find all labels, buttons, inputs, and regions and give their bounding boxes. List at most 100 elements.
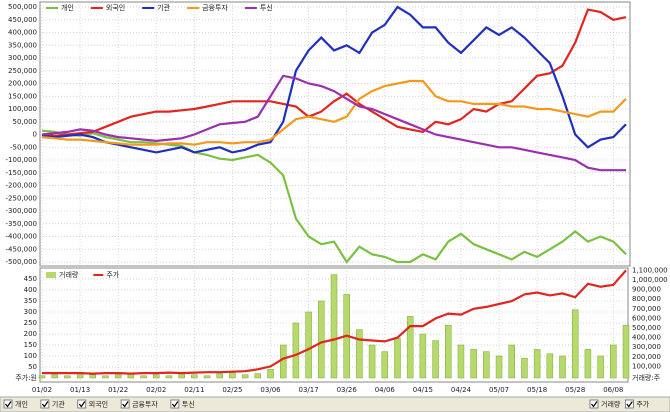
y-tick-label: 50 [28,363,37,371]
y-tick-label: -350,000 [6,220,37,228]
checkbox-label[interactable]: 금융투자 [132,400,158,409]
y-tick-label: 100 [24,352,37,360]
y-tick-label: 250,000 [8,67,37,75]
y-tick-label: 350,000 [8,41,37,49]
x-tick-label: 02/11 [184,386,204,394]
volume-bar [495,355,503,379]
checkmark [5,401,12,408]
volume-bar [191,374,198,379]
volume-bar [356,329,363,379]
x-tick-label: 05/18 [527,386,547,394]
x-tick-label: 03/06 [260,386,281,394]
x-tick-label: 01/22 [108,386,128,394]
x-tick-label: 03/17 [299,386,319,394]
series-line [41,8,627,137]
volume-bar [38,375,46,379]
checkbox-label[interactable]: 주가 [636,400,649,409]
legend-swatch [46,272,56,278]
checkbox[interactable] [40,399,50,409]
y-tick-label: 450,000 [8,16,37,24]
checkbox[interactable] [3,399,13,409]
series-line [41,74,626,172]
checkbox-label[interactable]: 외국인 [89,400,108,409]
checkmark [41,401,49,408]
y-tick-label: -50,000 [10,143,37,151]
series-line [41,79,627,146]
volume-bar [445,324,452,379]
legend-label: 외국인 [106,3,125,12]
volume-bar [368,344,376,379]
checkmark [78,401,86,408]
x-tick-label: 02/02 [146,386,166,394]
volume-bar [140,375,147,379]
volume-bar [216,373,223,379]
y-tick-label: 150 [24,341,37,349]
checkbox[interactable] [589,399,599,409]
y2-tick-label: 600,000 [632,314,661,322]
y-tick-label: -100,000 [6,156,37,164]
checkbox-label[interactable]: 투신 [182,400,195,409]
volume-bar [330,274,338,379]
y-tick-label: 400 [24,286,37,294]
y2-tick-label: 400,000 [632,334,661,342]
volume-bar [178,373,185,379]
series-line [41,5,627,154]
volume-bar [394,338,401,379]
y-tick-label: -250,000 [6,194,37,202]
checkbox-label[interactable]: 기관 [52,400,65,409]
volume-bar [279,344,287,379]
volume-bar [267,368,274,379]
checkbox[interactable] [170,399,180,409]
checkbox[interactable] [624,399,634,409]
checkbox[interactable] [77,399,87,409]
y2-tick-label: 1,000,000 [632,276,668,284]
price-line [42,269,627,375]
volume-bar [470,349,477,379]
y-tick-label: 0 [33,131,37,139]
checkmark [122,401,129,408]
volume-bar [64,375,71,379]
volume-bar [533,349,541,379]
y-tick-label: -500,000 [6,258,37,266]
volume-bar [89,374,97,379]
x-tick-label: 03/26 [337,386,358,394]
checkmark [171,401,179,408]
y-tick-label: 150,000 [8,92,37,100]
y-tick-label: -200,000 [6,182,37,190]
legend-label: 금융투자 [202,3,228,12]
y2-axis-label: 거래량:주 [632,373,661,382]
volume-bar [102,375,109,379]
footer-bar [0,396,670,412]
volume-bar [610,344,617,379]
y-tick-label: 100,000 [8,105,37,113]
checkbox-label[interactable]: 거래량 [601,400,621,409]
y-tick-label: 200 [24,330,37,338]
checkbox[interactable] [120,399,130,409]
volume-bar [571,309,579,379]
volume-bar [165,375,173,379]
x-tick-label: 01/13 [70,386,90,394]
volume-bar [254,373,262,379]
volume-bar [51,374,58,379]
x-tick-label: 05/28 [565,386,585,394]
volume-bar [521,357,528,379]
top-plot-frame [39,1,631,267]
legend-label: 개인 [61,3,74,12]
volume-bar [203,375,211,379]
checkmark [591,401,598,408]
volume-bar [381,351,389,379]
y2-tick-label: 200,000 [632,353,661,361]
y-tick-label: 400,000 [8,29,37,37]
y-tick-label: -450,000 [6,245,37,253]
y-tick-label: 450 [24,275,37,283]
volume-bar [114,374,122,379]
x-tick-label: 02/25 [222,386,242,394]
legend-label: 투신 [260,3,273,12]
volume-bar [546,353,554,379]
volume-bar [584,349,592,379]
y-tick-label: -150,000 [6,169,37,177]
y-tick-label: -400,000 [6,233,37,241]
y-tick-label: 500,000 [8,3,37,11]
checkbox-label[interactable]: 개인 [15,400,28,409]
